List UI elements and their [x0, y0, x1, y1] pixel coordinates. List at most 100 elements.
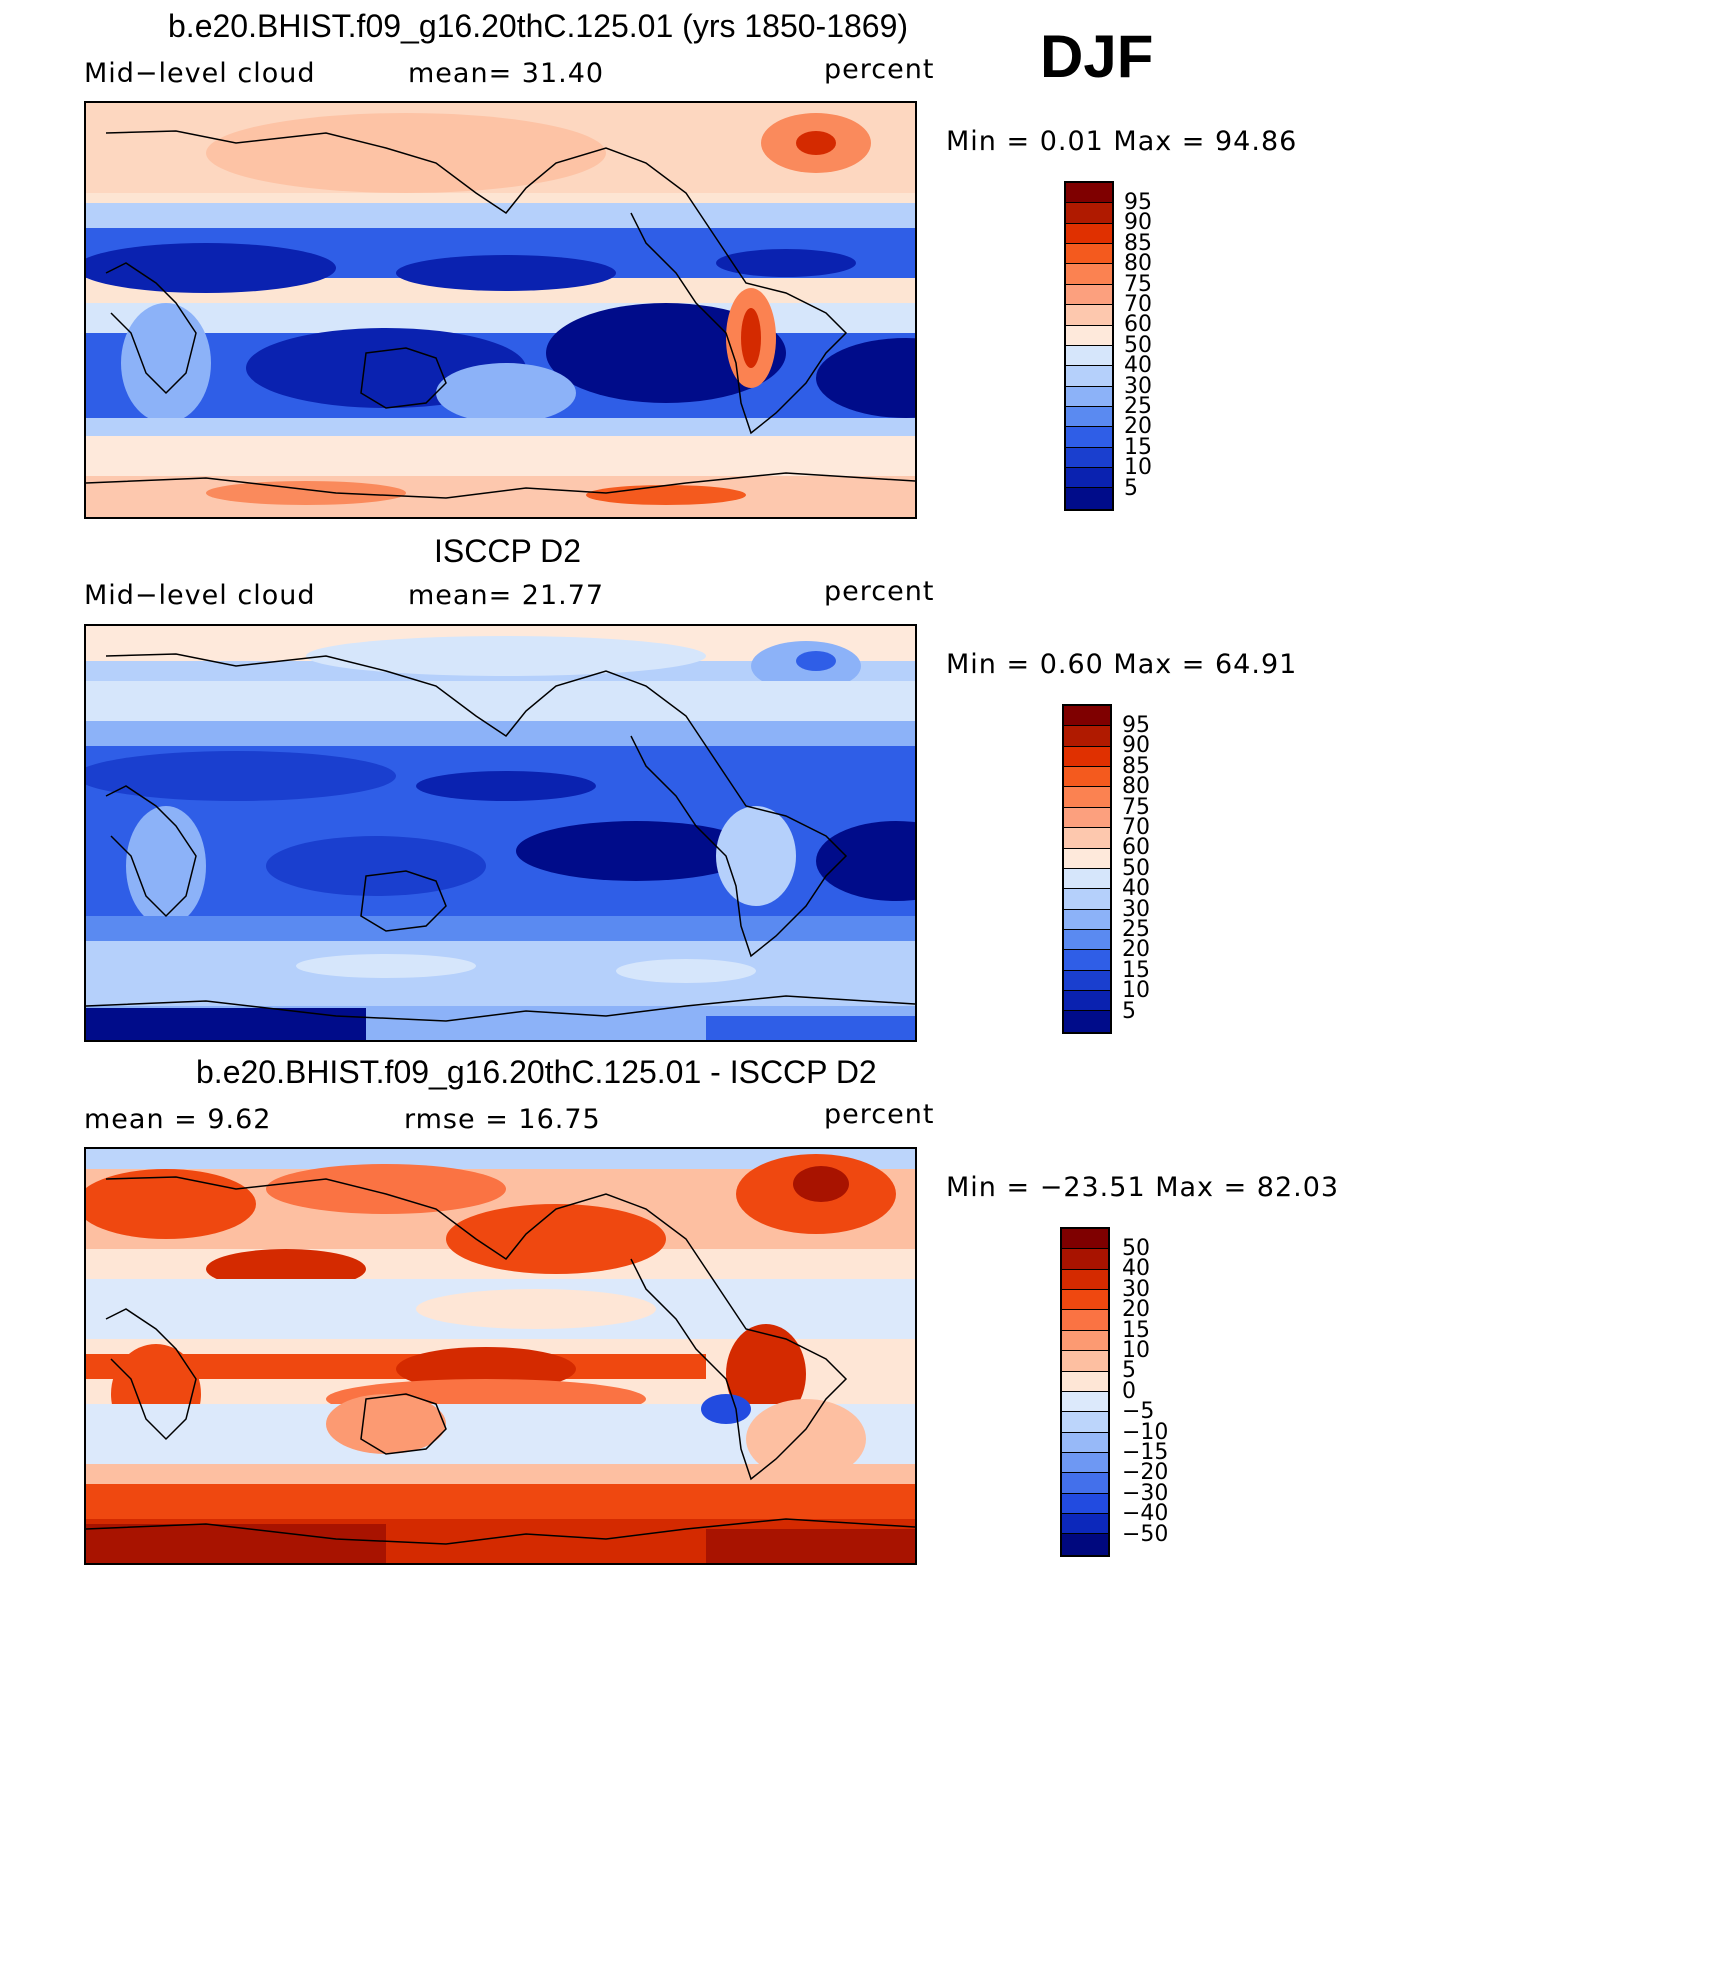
- colorbar-swatch: [1062, 1290, 1108, 1311]
- panel1-title: b.e20.BHIST.f09_g16.20thC.125.01 (yrs 18…: [168, 8, 909, 44]
- panel2-units-label: percent: [824, 576, 935, 607]
- colorbar-swatch: [1064, 1011, 1110, 1032]
- colorbar-swatch: [1066, 223, 1112, 245]
- panel2-variable-label: Mid−level cloud: [84, 580, 316, 611]
- colorbar-label: −40: [1122, 1501, 1169, 1527]
- colorbar-label: 90: [1122, 733, 1150, 759]
- colorbar-label: 10: [1122, 1338, 1150, 1363]
- colorbar-swatch: [1066, 447, 1112, 469]
- panel3-minmax: Min = −23.51 Max = 82.03: [946, 1172, 1340, 1203]
- colorbar-swatch: [1064, 767, 1110, 788]
- colorbar-swatch: [1062, 1371, 1108, 1392]
- colorbar-label: −50: [1122, 1521, 1169, 1547]
- colorbar-label: 5: [1122, 1358, 1136, 1384]
- season-label: DJF: [1040, 23, 1154, 90]
- colorbar-label: 5: [1122, 998, 1136, 1024]
- colorbar-swatch: [1066, 488, 1112, 509]
- panel1-map: [84, 101, 917, 519]
- colorbar-label: 15: [1122, 1317, 1150, 1343]
- colorbar-swatch: [1066, 406, 1112, 428]
- colorbar-label: −15: [1122, 1440, 1169, 1465]
- colorbar-label: 75: [1124, 271, 1152, 297]
- colorbar-swatch: [1064, 706, 1110, 727]
- colorbar-swatch: [1062, 1310, 1108, 1331]
- colorbar-label: 80: [1124, 251, 1152, 277]
- colorbar-label: 50: [1122, 1236, 1150, 1261]
- colorbar-swatch: [1064, 970, 1110, 992]
- colorbar-swatch: [1062, 1432, 1108, 1453]
- colorbar-swatch: [1066, 386, 1112, 407]
- colorbar-label: 70: [1122, 815, 1150, 840]
- panel3-mean-label: mean = 9.62: [84, 1104, 272, 1135]
- colorbar-label: 50: [1122, 855, 1150, 881]
- colorbar-label: 80: [1122, 774, 1150, 800]
- colorbar-label: 50: [1124, 332, 1152, 358]
- colorbar-label: −20: [1122, 1460, 1169, 1486]
- colorbar-swatch: [1064, 726, 1110, 747]
- colorbar-label: 10: [1124, 455, 1152, 481]
- colorbar-swatch: [1062, 1391, 1108, 1413]
- colorbar-label: 15: [1124, 434, 1152, 460]
- colorbar-label: 30: [1124, 373, 1152, 399]
- colorbar-swatch: [1064, 991, 1110, 1012]
- panel3-units-label: percent: [824, 1099, 935, 1130]
- colorbar-swatch: [1062, 1493, 1108, 1515]
- panel1-variable-label: Mid−level cloud: [84, 58, 316, 89]
- colorbar-label: −5: [1122, 1399, 1155, 1425]
- colorbar-swatch: [1062, 1452, 1108, 1474]
- colorbar-label: 0: [1122, 1378, 1136, 1404]
- panel1-minmax: Min = 0.01 Max = 94.86: [946, 126, 1298, 157]
- colorbar-label: 25: [1122, 917, 1150, 942]
- colorbar-label: 20: [1122, 1297, 1150, 1323]
- colorbar-swatch: [1066, 284, 1112, 306]
- colorbar-swatch: [1062, 1269, 1108, 1291]
- colorbar-label: −30: [1122, 1480, 1169, 1506]
- colorbar-label: 60: [1124, 312, 1152, 338]
- colorbar-swatch: [1062, 1473, 1108, 1494]
- colorbar-label: 85: [1124, 230, 1152, 256]
- colorbar-swatch: [1062, 1249, 1108, 1270]
- colorbar-label: 85: [1122, 753, 1150, 779]
- colorbar-label: 90: [1124, 210, 1152, 236]
- colorbar-label: 20: [1124, 414, 1152, 440]
- colorbar-label: 40: [1124, 353, 1152, 379]
- colorbar-swatch: [1066, 203, 1112, 224]
- colorbar-swatch: [1066, 325, 1112, 346]
- colorbar-swatch: [1062, 1412, 1108, 1433]
- panel2-minmax: Min = 0.60 Max = 64.91: [946, 649, 1298, 680]
- colorbar-swatch: [1066, 183, 1112, 204]
- colorbar-swatch: [1064, 787, 1110, 808]
- colorbar-label: −10: [1122, 1419, 1169, 1445]
- colorbar-label: 30: [1122, 896, 1150, 922]
- panel3-map: [84, 1147, 917, 1565]
- colorbar-swatch: [1062, 1229, 1108, 1250]
- colorbar-swatch: [1064, 828, 1110, 849]
- colorbar-swatch: [1062, 1330, 1108, 1352]
- colorbar-label: 95: [1122, 713, 1150, 738]
- colorbar-swatch: [1066, 264, 1112, 285]
- colorbar-label: 75: [1122, 794, 1150, 820]
- colorbar-label: 5: [1124, 475, 1138, 501]
- colorbar-label: 40: [1122, 1256, 1150, 1282]
- colorbar-swatch: [1064, 929, 1110, 951]
- panel3-rmse-label: rmse = 16.75: [404, 1104, 601, 1135]
- colorbar-label: 15: [1122, 957, 1150, 983]
- colorbar-swatch: [1064, 746, 1110, 768]
- colorbar-swatch: [1064, 807, 1110, 829]
- panel1-mean-label: mean= 31.40: [408, 58, 605, 89]
- colorbar-label: 95: [1124, 190, 1152, 215]
- panel3-title: b.e20.BHIST.f09_g16.20thC.125.01 - ISCCP…: [196, 1054, 877, 1090]
- panel2-title: ISCCP D2: [434, 533, 582, 569]
- colorbar-label: 30: [1122, 1276, 1150, 1302]
- colorbar-label: 70: [1124, 292, 1152, 317]
- colorbar-label: 20: [1122, 937, 1150, 963]
- colorbar-swatch: [1064, 848, 1110, 869]
- panel2-colorbar: [1062, 704, 1112, 1034]
- colorbar-label: 25: [1124, 394, 1152, 419]
- colorbar-swatch: [1066, 468, 1112, 489]
- colorbar-swatch: [1064, 950, 1110, 971]
- colorbar-swatch: [1066, 427, 1112, 448]
- panel3-map-graphic: [86, 1149, 915, 1563]
- colorbar-swatch: [1064, 889, 1110, 910]
- colorbar-swatch: [1062, 1514, 1108, 1535]
